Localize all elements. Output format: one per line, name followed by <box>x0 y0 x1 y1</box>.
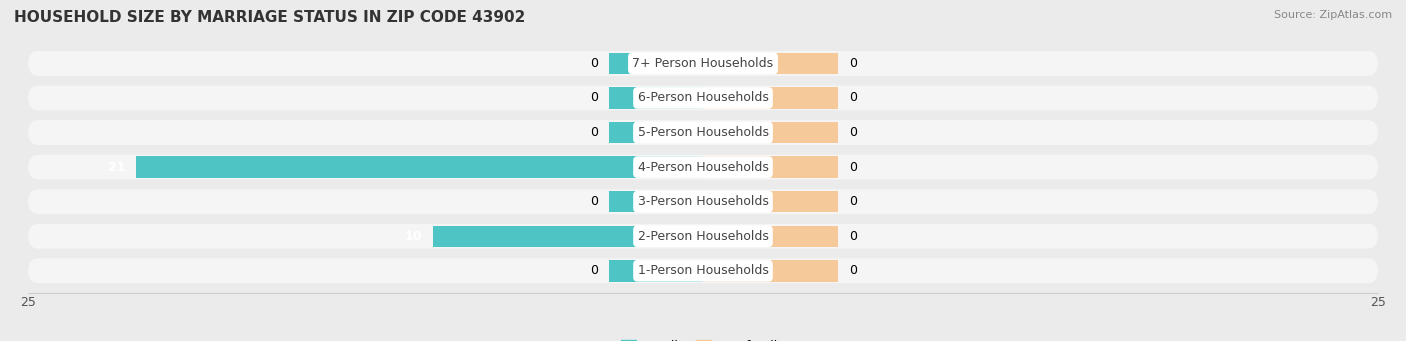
Text: 0: 0 <box>849 264 856 277</box>
Text: 0: 0 <box>589 195 598 208</box>
Text: Source: ZipAtlas.com: Source: ZipAtlas.com <box>1274 10 1392 20</box>
Text: 4-Person Households: 4-Person Households <box>637 161 769 174</box>
Text: 10: 10 <box>405 230 422 243</box>
Bar <box>609 122 703 143</box>
Text: 5-Person Households: 5-Person Households <box>637 126 769 139</box>
Text: HOUSEHOLD SIZE BY MARRIAGE STATUS IN ZIP CODE 43902: HOUSEHOLD SIZE BY MARRIAGE STATUS IN ZIP… <box>14 10 526 25</box>
Text: 21: 21 <box>108 161 125 174</box>
Bar <box>703 157 838 178</box>
Text: 0: 0 <box>849 57 856 70</box>
Bar <box>609 191 703 212</box>
Text: 0: 0 <box>849 195 856 208</box>
Text: 0: 0 <box>589 126 598 139</box>
Bar <box>609 53 703 74</box>
FancyBboxPatch shape <box>28 258 1378 283</box>
FancyBboxPatch shape <box>28 51 1378 76</box>
Bar <box>703 191 838 212</box>
FancyBboxPatch shape <box>28 224 1378 249</box>
Bar <box>703 225 838 247</box>
Text: 6-Person Households: 6-Person Households <box>637 91 769 104</box>
Text: 0: 0 <box>849 91 856 104</box>
Text: 0: 0 <box>589 264 598 277</box>
FancyBboxPatch shape <box>28 86 1378 110</box>
Bar <box>136 157 703 178</box>
Text: 3-Person Households: 3-Person Households <box>637 195 769 208</box>
Text: 0: 0 <box>589 91 598 104</box>
Text: 1-Person Households: 1-Person Households <box>637 264 769 277</box>
Bar <box>609 87 703 109</box>
Text: 2-Person Households: 2-Person Households <box>637 230 769 243</box>
Bar <box>433 225 703 247</box>
Bar <box>703 260 838 282</box>
Bar <box>703 87 838 109</box>
Text: 7+ Person Households: 7+ Person Households <box>633 57 773 70</box>
Text: 0: 0 <box>589 57 598 70</box>
Bar <box>703 53 838 74</box>
Bar <box>703 122 838 143</box>
Text: 0: 0 <box>849 161 856 174</box>
Text: 0: 0 <box>849 126 856 139</box>
FancyBboxPatch shape <box>28 189 1378 214</box>
FancyBboxPatch shape <box>28 155 1378 179</box>
Text: 0: 0 <box>849 230 856 243</box>
Legend: Family, Nonfamily: Family, Nonfamily <box>616 335 790 341</box>
Bar <box>609 260 703 282</box>
FancyBboxPatch shape <box>28 120 1378 145</box>
